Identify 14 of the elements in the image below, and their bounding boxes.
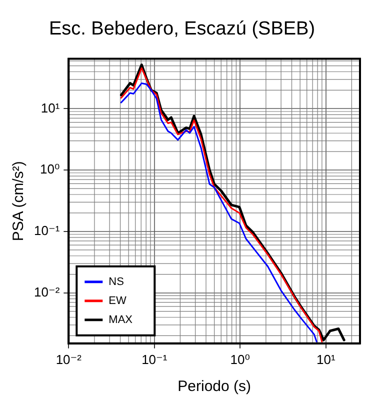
legend-label: MAX xyxy=(108,314,134,326)
y-tick-label: 10⁻¹ xyxy=(34,223,60,238)
x-tick-label: 10¹ xyxy=(316,352,336,367)
legend-label: EW xyxy=(108,294,127,307)
x-tick-label: 10⁻² xyxy=(56,352,82,367)
y-axis-title: PSA (cm/s²) xyxy=(10,161,28,242)
legend-label: NS xyxy=(108,276,124,288)
chart-title: Esc. Bebedero, Escazú (SBEB) xyxy=(48,18,316,40)
x-tick-label: 10⁰ xyxy=(230,352,250,367)
x-tick-label: 10⁻¹ xyxy=(142,352,168,367)
y-tick-label: 10⁰ xyxy=(40,162,60,177)
y-tick-label: 10⁻² xyxy=(34,284,60,300)
x-axis-title: Periodo (s) xyxy=(178,378,252,396)
y-tick-label: 10¹ xyxy=(40,100,60,116)
